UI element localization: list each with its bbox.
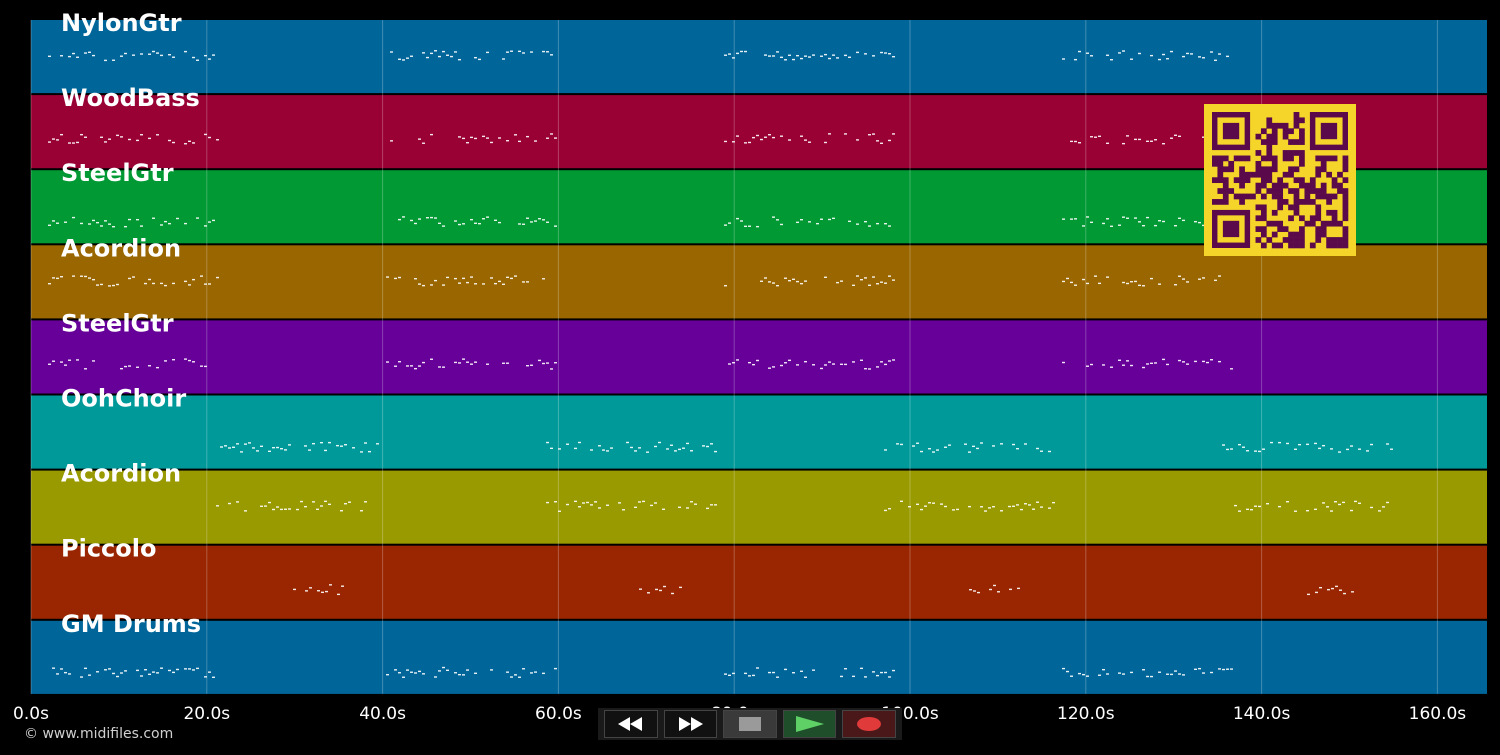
track-notes — [48, 50, 1229, 62]
time-tick-label: 60.0s — [535, 704, 582, 724]
record-button[interactable] — [842, 710, 896, 738]
track-notes — [220, 441, 1393, 453]
track-label: SteelGtr — [61, 159, 174, 187]
record-icon — [857, 717, 882, 731]
play-button[interactable] — [782, 710, 837, 738]
stop-button[interactable] — [723, 710, 777, 738]
track-lane[interactable] — [31, 470, 1487, 544]
track-label: GM Drums — [61, 610, 201, 638]
fast-forward-button[interactable] — [663, 710, 718, 738]
copyright-text: © www.midifiles.com — [24, 726, 174, 742]
time-tick-label: 0.0s — [13, 704, 49, 724]
track-label: Piccolo — [61, 535, 156, 563]
time-tick-label: 160.0s — [1408, 704, 1467, 724]
track-notes — [48, 275, 1221, 287]
time-tick-label: 20.0s — [183, 704, 231, 724]
track-notes — [48, 358, 1233, 370]
track-lane[interactable] — [31, 320, 1487, 394]
stop-icon — [738, 717, 761, 731]
track-notes — [293, 584, 1354, 596]
track-lane[interactable] — [31, 620, 1487, 694]
play-icon — [795, 716, 824, 732]
track-lane[interactable] — [31, 545, 1487, 619]
qr-code-image — [1212, 112, 1349, 249]
fast-forward-icon — [679, 717, 704, 731]
qr-code — [1204, 104, 1356, 256]
transport-controls — [598, 708, 902, 740]
track-notes — [216, 500, 1389, 512]
track-lane[interactable] — [31, 20, 1487, 94]
track-label: OohChoir — [61, 385, 186, 413]
time-tick-label: 140.0s — [1232, 704, 1291, 724]
track-lane[interactable] — [31, 245, 1487, 319]
track-timeline[interactable]: NylonGtr WoodBass SteelGtr Acordion SteelGtr… — [0, 0, 1500, 700]
track-lane[interactable] — [31, 395, 1487, 469]
track-label: NylonGtr — [61, 9, 182, 37]
track-label: SteelGtr — [61, 309, 174, 337]
track-label: WoodBass — [61, 84, 200, 112]
track-notes — [48, 216, 1229, 228]
time-tick-label: 120.0s — [1057, 704, 1115, 724]
time-tick-label: 40.0s — [359, 704, 406, 724]
track-label: Acordion — [61, 234, 181, 262]
track-notes — [52, 666, 1233, 678]
track-label: Acordion — [61, 460, 181, 488]
rewind-icon — [617, 717, 642, 731]
rewind-button[interactable] — [604, 710, 658, 738]
